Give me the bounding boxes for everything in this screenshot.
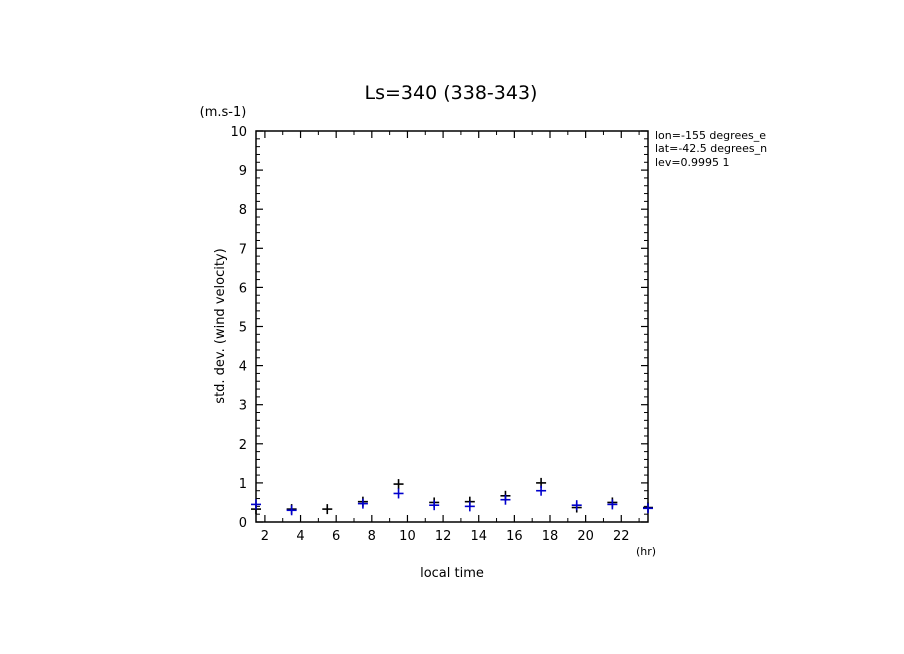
x-tick-label: 12 (435, 529, 452, 544)
y-tick-label: 8 (239, 203, 247, 218)
x-tick-label: 22 (613, 529, 630, 544)
x-tick-label: 2 (261, 529, 269, 544)
data-point-series-2 (464, 501, 475, 512)
data-point-series-2 (607, 499, 618, 510)
y-tick-label: 1 (239, 477, 247, 492)
x-tick-label: 16 (506, 529, 523, 544)
data-point-series-1 (393, 479, 404, 490)
x-unit-label: (hr) (636, 545, 656, 558)
data-point-series-2 (357, 498, 368, 509)
x-tick-label: 20 (577, 529, 594, 544)
data-point-series-2 (286, 505, 297, 516)
y-tick-label: 9 (239, 164, 247, 179)
data-point-series-2 (393, 488, 404, 499)
data-points (251, 477, 653, 516)
x-axis-label: local time (420, 566, 484, 581)
annotation-lat: lat=-42.5 degrees_n (655, 142, 767, 155)
y-tick-label: 6 (239, 281, 247, 296)
y-tick-label: 10 (230, 125, 247, 140)
x-tick-label: 14 (470, 529, 487, 544)
data-point-series-1 (322, 504, 333, 515)
x-tick-label: 6 (332, 529, 340, 544)
y-unit-label: (m.s-1) (200, 105, 247, 120)
data-point-series-2 (429, 500, 440, 511)
annotation-lev: lev=0.9995 1 (655, 156, 730, 169)
data-point-series-2 (536, 485, 547, 496)
x-tick-label: 10 (399, 529, 416, 544)
data-point-series-2 (500, 494, 511, 505)
y-tick-label: 4 (239, 360, 247, 375)
y-tick-label: 2 (239, 438, 247, 453)
y-tick-label: 7 (239, 242, 247, 257)
y-tick-label: 0 (239, 516, 247, 531)
plot-frame (255, 130, 649, 523)
y-tick-label: 3 (239, 399, 247, 414)
annotation-lon: lon=-155 degrees_e (655, 129, 766, 142)
x-tick-label: 8 (368, 529, 376, 544)
data-point-series-2 (251, 499, 261, 510)
x-tick-label: 4 (296, 529, 304, 544)
y-tick-label: 5 (239, 321, 247, 336)
y-axis-label: std. dev. (wind velocity) (213, 248, 228, 403)
x-tick-label: 18 (542, 529, 559, 544)
data-point-series-2 (643, 503, 653, 514)
data-point-series-2 (571, 500, 582, 511)
chart-title: Ls=340 (338-343) (365, 82, 538, 104)
